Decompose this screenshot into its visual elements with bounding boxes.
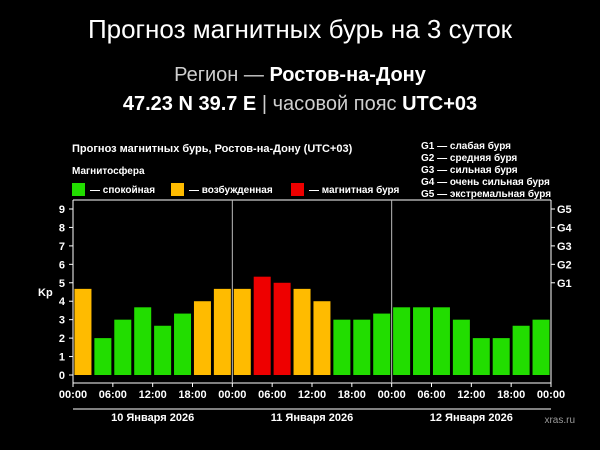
- kp-bar: [134, 307, 152, 375]
- right-tick-label-G1: G1: [557, 278, 572, 290]
- y-tick-label: 6: [59, 259, 65, 271]
- legend-swatch-0: [72, 183, 85, 196]
- x-tick-label: 18:00: [497, 389, 525, 401]
- chart-title: Прогноз магнитных бурь, Ростов-на-Дону (…: [72, 143, 353, 155]
- kp-bar: [114, 319, 132, 375]
- x-tick-label: 00:00: [59, 389, 87, 401]
- kp-bar: [74, 288, 92, 375]
- x-tick-label: 06:00: [417, 389, 445, 401]
- kp-bar: [174, 313, 192, 375]
- x-tick-label: 00:00: [537, 389, 565, 401]
- y-tick-label: 7: [59, 241, 65, 253]
- region-line: Регион — Ростов-на-Дону: [0, 64, 600, 87]
- day-label: 11 Января 2026: [271, 412, 354, 424]
- kp-bar: [253, 276, 271, 375]
- kp-bar: [333, 319, 351, 375]
- storm-scale-item-1: G2 — средняя буря: [421, 152, 517, 164]
- y-tick-label: 1: [59, 352, 65, 364]
- x-tick-label: 18:00: [178, 389, 206, 401]
- kp-bar: [393, 307, 411, 375]
- storm-scale-item-2: G3 — сильная буря: [421, 164, 518, 176]
- legend-swatch-2: [291, 183, 304, 196]
- legend-label-0: — спокойная: [90, 185, 155, 196]
- kp-bar: [154, 325, 172, 375]
- right-tick-label-G3: G3: [557, 241, 572, 253]
- kp-bar: [94, 338, 112, 375]
- y-axis-label: Kp: [38, 287, 53, 299]
- right-tick-label-G2: G2: [557, 259, 572, 271]
- x-tick-label: 06:00: [99, 389, 127, 401]
- right-tick-label-G5: G5: [557, 204, 572, 216]
- kp-bar: [273, 282, 291, 375]
- storm-scale-item-4: G5 — экстремальная буря: [421, 188, 551, 200]
- y-tick-label: 0: [59, 370, 65, 382]
- x-tick-label: 12:00: [139, 389, 167, 401]
- y-tick-label: 9: [59, 204, 65, 216]
- kp-bar: [233, 288, 251, 375]
- region-label: Регион —: [174, 64, 264, 86]
- kp-bar: [512, 325, 530, 375]
- x-tick-label: 12:00: [457, 389, 485, 401]
- y-tick-label: 5: [59, 278, 65, 290]
- kp-bar: [452, 319, 470, 375]
- legend-swatch-1: [171, 183, 184, 196]
- legend-label-2: — магнитная буря: [309, 184, 400, 196]
- kp-bar: [432, 307, 450, 375]
- storm-scale-item-0: G1 — слабая буря: [421, 140, 511, 152]
- x-tick-label: 12:00: [298, 389, 326, 401]
- x-tick-label: 18:00: [338, 389, 366, 401]
- storm-scale-item-3: G4 — очень сильная буря: [421, 176, 550, 188]
- day-label: 10 Января 2026: [111, 412, 194, 424]
- kp-bar: [532, 319, 550, 375]
- coords-line: 47.23 N 39.7 E | часовой пояс UTC+03: [122, 93, 478, 115]
- kp-bar: [313, 301, 331, 375]
- kp-bar: [353, 319, 371, 375]
- region-name: Ростов-на-Дону: [269, 64, 426, 86]
- right-tick-label-G4: G4: [557, 222, 573, 234]
- legend-title: Магнитосфера: [72, 165, 145, 177]
- x-tick-label: 00:00: [218, 389, 246, 401]
- kp-bar: [213, 288, 231, 375]
- y-tick-label: 2: [59, 333, 65, 345]
- y-tick-label: 8: [59, 222, 65, 234]
- coordinates: 47.23 N 39.7 E: [122, 93, 257, 115]
- y-tick-label: 3: [59, 315, 65, 327]
- kp-bar: [413, 307, 431, 375]
- legend-label-1: — возбужденная: [189, 184, 273, 196]
- kp-bar: [293, 288, 311, 375]
- y-tick-label: 4: [59, 296, 66, 308]
- kp-bar: [472, 338, 490, 375]
- timezone-label: часовой пояс: [272, 93, 397, 115]
- x-tick-label: 06:00: [258, 389, 286, 401]
- x-tick-label: 00:00: [378, 389, 406, 401]
- kp-bar: [193, 301, 211, 375]
- page-title: Прогноз магнитных бурь на 3 суток: [87, 14, 513, 44]
- day-label: 12 Января 2026: [430, 412, 513, 424]
- kp-bar: [492, 338, 510, 375]
- watermark: xras.ru: [544, 415, 575, 426]
- kp-bar: [373, 313, 391, 375]
- timezone-value: UTC+03: [402, 93, 478, 115]
